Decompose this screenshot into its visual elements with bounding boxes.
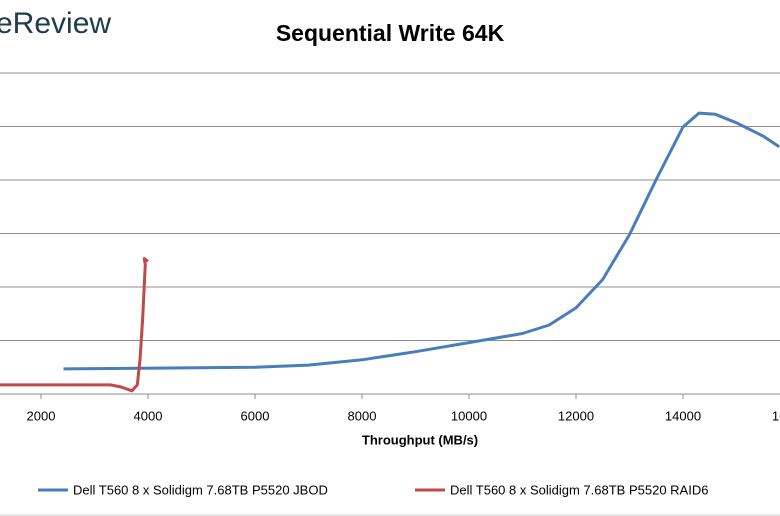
chart-title: Sequential Write 64K xyxy=(276,20,505,46)
legend-label: Dell T560 8 x Solidigm 7.68TB P5520 RAID… xyxy=(450,482,708,497)
x-tick-label: 8000 xyxy=(348,408,377,423)
brand-logo: eReview xyxy=(0,7,111,40)
x-tick-label: 2000 xyxy=(27,408,56,423)
legend-label: Dell T560 8 x Solidigm 7.68TB P5520 JBOD xyxy=(73,482,328,497)
x-axis-label: Throughput (MB/s) xyxy=(362,432,478,447)
x-tick-label: 4000 xyxy=(134,408,163,423)
x-tick-label: 6000 xyxy=(241,408,270,423)
x-tick-label: 10000 xyxy=(451,408,487,423)
x-tick-label: 16000 xyxy=(772,408,780,423)
x-tick-label: 14000 xyxy=(665,408,701,423)
x-tick-label: 12000 xyxy=(558,408,594,423)
series-line xyxy=(0,257,149,393)
series-line xyxy=(63,111,780,371)
